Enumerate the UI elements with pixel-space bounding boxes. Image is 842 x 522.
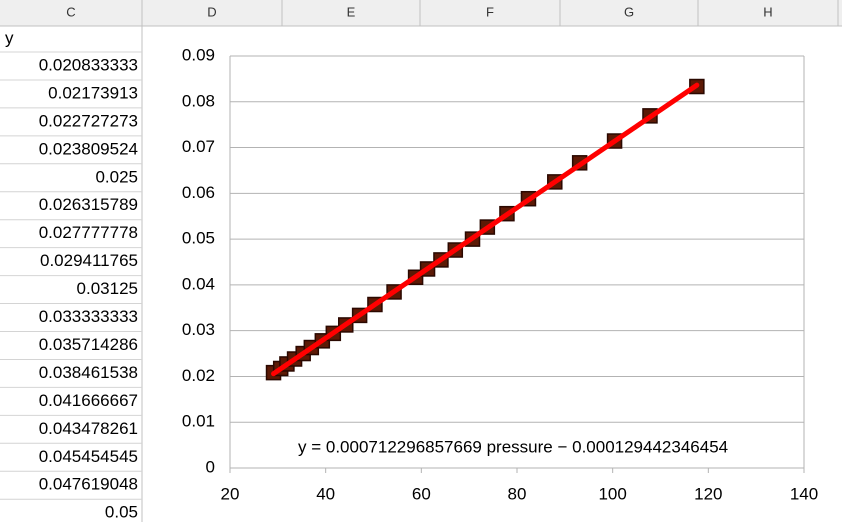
- x-tick-label: 100: [598, 484, 626, 503]
- cell: 0.043478261: [39, 419, 138, 438]
- cell: 0.025: [95, 167, 138, 186]
- y-tick-label: 0.02: [182, 366, 215, 385]
- cell: 0.02173913: [48, 83, 138, 102]
- cell: 0.038461538: [39, 363, 138, 382]
- y-tick-label: 0.07: [182, 137, 215, 156]
- cell: 0.020833333: [39, 55, 138, 74]
- cell: 0.033333333: [39, 307, 138, 326]
- column-header: G: [624, 4, 634, 19]
- column-header: F: [486, 4, 494, 19]
- trendline-equation: y = 0.000712296857669 pressure − 0.00012…: [298, 437, 728, 456]
- column-header: H: [763, 4, 772, 19]
- cell: 0.047619048: [39, 475, 138, 494]
- x-tick-label: 80: [508, 484, 527, 503]
- cell: 0.03125: [77, 279, 138, 298]
- cell: 0.05: [105, 503, 138, 522]
- cell: 0.041666667: [39, 391, 138, 410]
- cell: 0.045454545: [39, 447, 138, 466]
- trendline: [271, 82, 700, 377]
- column-header-bar: [0, 0, 842, 26]
- y-tick-label: 0.05: [182, 229, 215, 248]
- y-tick-label: 0: [206, 457, 215, 476]
- cell: 0.035714286: [39, 335, 138, 354]
- y-tick-label: 0.03: [182, 320, 215, 339]
- cell: 0.022727273: [39, 111, 138, 130]
- x-tick-label: 20: [221, 484, 240, 503]
- cell: 0.026315789: [39, 195, 138, 214]
- x-tick-label: 60: [412, 484, 431, 503]
- x-tick-label: 120: [694, 484, 722, 503]
- column-header: C: [66, 4, 75, 19]
- column-header: E: [347, 4, 356, 19]
- cell: 0.027777778: [39, 223, 138, 242]
- cell: 0.029411765: [40, 251, 138, 270]
- x-tick-label: 40: [316, 484, 335, 503]
- y-tick-label: 0.01: [182, 412, 215, 431]
- column-header: D: [207, 4, 216, 19]
- y-tick-label: 0.04: [182, 274, 215, 293]
- y-tick-label: 0.06: [182, 183, 215, 202]
- cell: 0.023809524: [39, 139, 138, 158]
- y-tick-label: 0.09: [182, 45, 215, 64]
- x-tick-label: 140: [790, 484, 818, 503]
- y-tick-label: 0.08: [182, 91, 215, 110]
- cell: y: [5, 28, 14, 47]
